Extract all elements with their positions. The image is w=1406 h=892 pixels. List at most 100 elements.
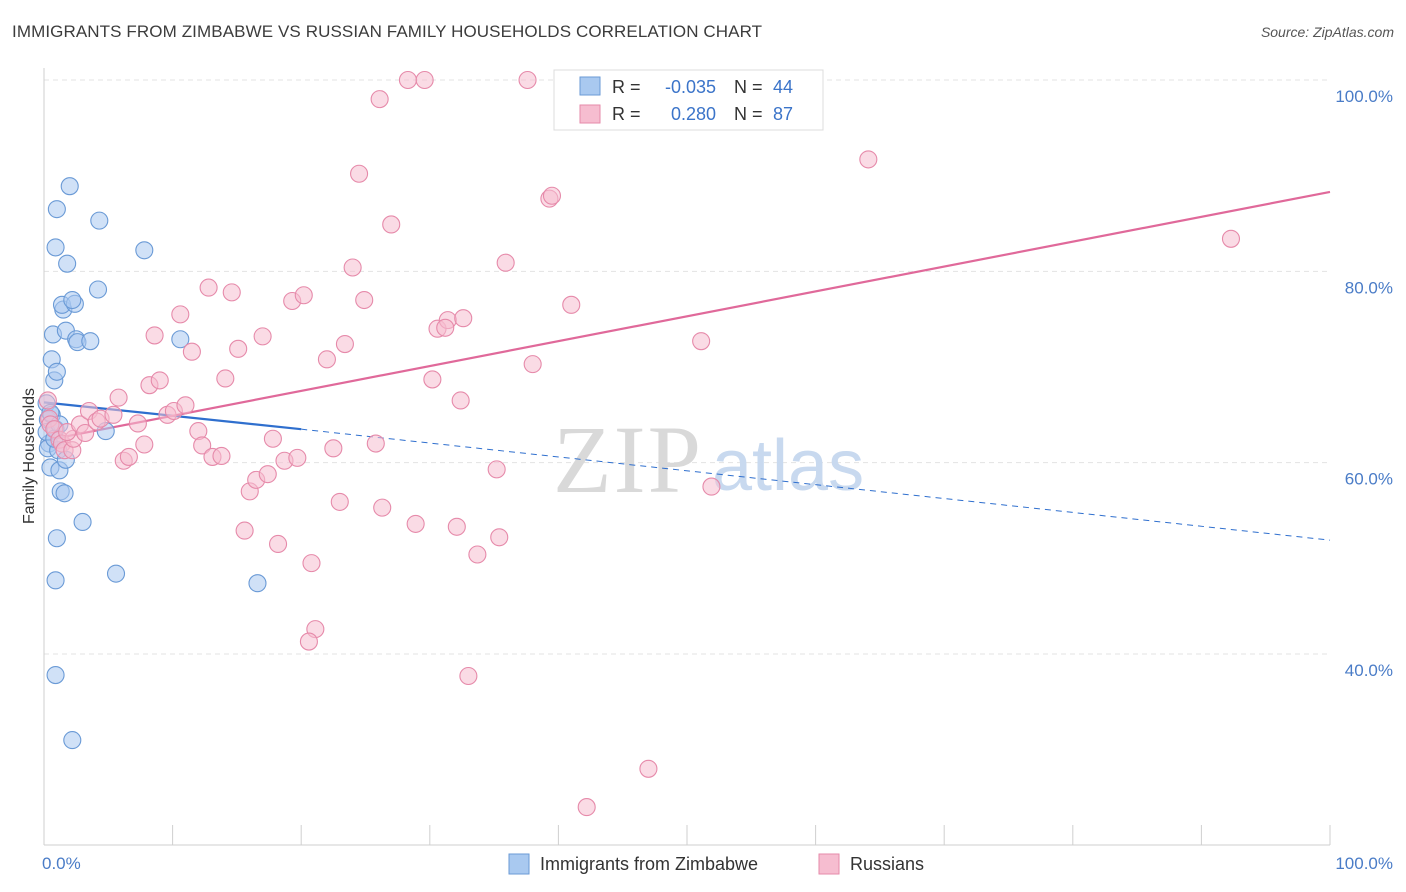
legend-bottom-swatch-russians [818, 853, 840, 875]
watermark: ZIP atlas [553, 406, 864, 513]
point-zimbabwe-21 [60, 177, 79, 196]
point-zimbabwe-33 [55, 484, 74, 503]
chart-title: IMMIGRANTS FROM ZIMBABWE VS RUSSIAN FAMI… [12, 22, 763, 41]
point-russians-65 [423, 370, 442, 389]
trend-line-russians [43, 190, 1331, 442]
point-russians-72 [459, 666, 478, 686]
point-russians-19 [128, 414, 147, 433]
x-tick-label-min: 0.0% [42, 854, 81, 873]
legend-r-value-russians: 0.280 [671, 104, 716, 124]
point-zimbabwe-16 [46, 238, 65, 257]
point-russians-56 [350, 164, 369, 183]
point-russians-27 [176, 396, 195, 415]
point-russians-54 [335, 334, 354, 354]
point-zimbabwe-38 [248, 574, 267, 593]
point-russians-48 [302, 554, 321, 573]
point-russians-69 [447, 517, 466, 536]
point-zimbabwe-40 [63, 731, 82, 750]
legend-n-label-russians: N = [734, 104, 763, 124]
point-zimbabwe-20 [58, 254, 77, 273]
point-russians-18 [119, 447, 138, 466]
trend-line-dashed-zimbabwe [301, 428, 1331, 541]
point-russians-74 [487, 460, 506, 479]
point-russians-28 [182, 342, 201, 361]
legend-swatch-zimbabwe [579, 76, 601, 96]
point-russians-57 [355, 290, 374, 310]
legend-r-label-zimbabwe: R = [612, 77, 641, 97]
point-russians-63 [406, 514, 425, 533]
point-zimbabwe-36 [46, 571, 65, 590]
point-russians-61 [382, 215, 401, 234]
point-russians-37 [235, 521, 254, 540]
point-russians-83 [577, 798, 596, 817]
point-russians-47 [294, 286, 313, 305]
legend-stats: R = -0.035 N = 44 R = 0.280 N = 87 [553, 69, 824, 131]
legend-swatch-russians [579, 104, 601, 124]
legend-n-value-zimbabwe: 44 [773, 77, 793, 97]
point-russians-31 [199, 278, 218, 297]
watermark-zip: ZIP [553, 406, 703, 513]
point-russians-16 [109, 388, 128, 407]
point-russians-42 [263, 429, 282, 448]
point-russians-82 [639, 759, 658, 778]
watermark-atlas: atlas [712, 426, 864, 506]
legend-series: Immigrants from Zimbabwe Russians [508, 853, 924, 875]
point-russians-53 [330, 492, 349, 511]
point-russians-46 [288, 448, 307, 467]
legend-n-value-russians: 87 [773, 104, 793, 124]
point-zimbabwe-26 [81, 332, 100, 351]
point-zimbabwe-37 [106, 564, 126, 583]
point-russians-33 [212, 446, 231, 466]
point-russians-15 [104, 405, 123, 424]
point-russians-81 [562, 295, 581, 314]
point-russians-20 [135, 435, 154, 454]
legend-bottom-swatch-zimbabwe [508, 853, 530, 875]
point-russians-34 [216, 369, 235, 388]
y-tick-labels: 40.0% 60.0% 80.0% 100.0% [1335, 87, 1393, 680]
point-zimbabwe-35 [47, 529, 66, 548]
point-russians-26 [171, 305, 190, 324]
y-tick-label-80: 80.0% [1345, 278, 1393, 297]
point-russians-86 [859, 150, 878, 169]
legend-r-value-zimbabwe: -0.035 [665, 77, 716, 97]
point-russians-35 [222, 283, 241, 302]
point-russians-52 [324, 439, 343, 458]
point-russians-76 [496, 253, 515, 272]
gridlines [44, 79, 1330, 655]
point-russians-11 [76, 423, 95, 443]
legend-r-label-russians: R = [612, 104, 641, 124]
point-russians-75 [490, 528, 509, 547]
point-russians-78 [523, 355, 542, 374]
point-russians-0 [38, 391, 57, 410]
source-credit: Source: ZipAtlas.com [1260, 24, 1394, 40]
point-russians-87 [1221, 229, 1241, 248]
point-russians-41 [258, 465, 277, 484]
y-axis-label: Family Households [21, 388, 38, 524]
point-russians-68 [436, 318, 455, 337]
point-russians-30 [193, 436, 212, 455]
point-zimbabwe-39 [46, 665, 65, 685]
point-russians-58 [366, 434, 385, 453]
point-russians-71 [451, 391, 470, 410]
point-russians-60 [370, 90, 389, 109]
legend-bottom-label-russians: Russians [850, 854, 924, 874]
point-russians-23 [150, 371, 169, 390]
point-russians-51 [317, 350, 336, 369]
point-russians-36 [229, 339, 248, 358]
data-points [37, 70, 1241, 817]
point-russians-85 [702, 477, 721, 496]
point-zimbabwe-27 [88, 280, 108, 299]
point-russians-62 [398, 70, 417, 90]
point-zimbabwe-25 [63, 290, 82, 310]
point-zimbabwe-15 [47, 200, 66, 219]
point-russians-84 [692, 332, 711, 351]
point-russians-77 [518, 70, 537, 90]
point-zimbabwe-29 [135, 241, 154, 260]
point-russians-80 [542, 186, 562, 205]
point-zimbabwe-30 [171, 330, 190, 349]
point-zimbabwe-28 [90, 211, 109, 230]
x-tick-label-max: 100.0% [1335, 854, 1393, 873]
point-zimbabwe-10 [47, 362, 66, 381]
point-russians-59 [373, 498, 392, 517]
